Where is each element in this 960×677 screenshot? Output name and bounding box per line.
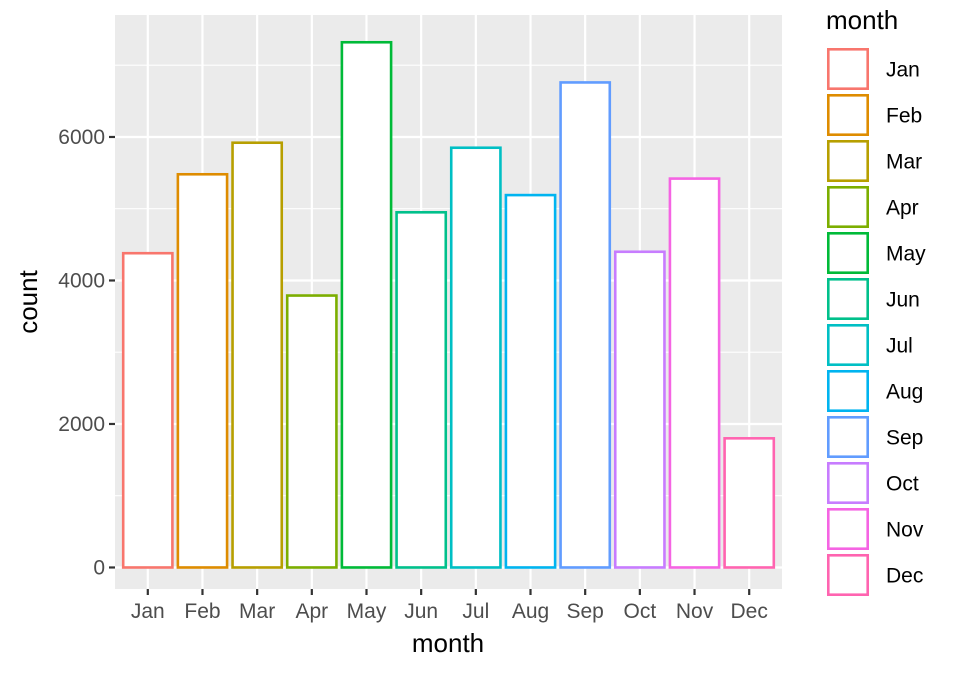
y-tick-label: 2000 bbox=[58, 413, 105, 436]
y-axis-title: count bbox=[13, 269, 43, 333]
legend-label: Apr bbox=[886, 197, 919, 220]
bar-apr bbox=[285, 294, 338, 569]
legend-key-swatch bbox=[826, 369, 869, 412]
bar-feb bbox=[176, 172, 229, 569]
bars bbox=[121, 40, 776, 569]
legend-label: May bbox=[886, 243, 926, 266]
legend-title: month bbox=[826, 5, 898, 35]
x-tick-label: Feb bbox=[184, 600, 220, 623]
legend: month Jan Feb Mar Apr May Jun Jul Aug Sep Oct Nov D… bbox=[826, 5, 926, 596]
legend-key-swatch bbox=[826, 232, 869, 275]
legend-item: Aug bbox=[826, 369, 923, 412]
legend-label: Aug bbox=[886, 381, 923, 404]
x-tick-label: Oct bbox=[624, 600, 657, 623]
x-tick-label: Dec bbox=[731, 600, 768, 623]
legend-item: Sep bbox=[826, 415, 923, 458]
y-tick-label: 4000 bbox=[58, 269, 105, 292]
bar-jan bbox=[121, 251, 174, 569]
bar-oct bbox=[613, 250, 666, 569]
legend-item: May bbox=[826, 232, 926, 275]
x-tick-label: Mar bbox=[239, 600, 275, 623]
bar-jul bbox=[449, 146, 502, 569]
legend-label: Sep bbox=[886, 427, 923, 450]
x-tick-label: Jan bbox=[131, 600, 165, 623]
x-tick-label: May bbox=[347, 600, 387, 623]
legend-key-swatch bbox=[826, 277, 869, 320]
legend-item: Nov bbox=[826, 507, 924, 550]
bar-sep bbox=[559, 81, 612, 569]
legend-item: Jun bbox=[826, 277, 920, 320]
bar-aug bbox=[504, 193, 557, 569]
legend-label: Mar bbox=[886, 151, 922, 174]
x-tick-label: Sep bbox=[566, 600, 603, 623]
legend-key-swatch bbox=[826, 553, 869, 596]
legend-label: Feb bbox=[886, 105, 922, 128]
legend-item: Jul bbox=[826, 323, 913, 366]
y-tick-label: 6000 bbox=[58, 126, 105, 149]
y-axis: 0 2000 4000 6000 bbox=[58, 126, 115, 579]
x-tick-label: Aug bbox=[512, 600, 549, 623]
legend-item: Mar bbox=[826, 140, 922, 183]
x-axis: Jan Feb Mar Apr May Jun Jul Aug Sep Oct Nov Dec bbox=[131, 589, 768, 623]
legend-label: Jan bbox=[886, 59, 920, 82]
legend-item: Jan bbox=[826, 47, 920, 91]
legend-key-swatch bbox=[826, 323, 869, 366]
legend-item: Dec bbox=[826, 553, 923, 596]
legend-key-swatch bbox=[826, 140, 869, 183]
bar-mar bbox=[231, 141, 284, 569]
legend-key-swatch bbox=[826, 461, 869, 504]
bar-nov bbox=[668, 177, 721, 569]
x-tick-label: Jun bbox=[404, 600, 438, 623]
bar-jun bbox=[395, 211, 448, 569]
y-tick-label: 0 bbox=[93, 556, 105, 579]
legend-label: Oct bbox=[886, 473, 919, 496]
x-tick-label: Nov bbox=[676, 600, 714, 623]
legend-key-swatch bbox=[826, 47, 869, 91]
x-axis-title: month bbox=[412, 628, 484, 658]
legend-item: Apr bbox=[826, 186, 919, 229]
legend-key-swatch bbox=[826, 415, 869, 458]
bar-dec bbox=[723, 437, 776, 569]
bar-may bbox=[340, 40, 393, 569]
x-tick-label: Apr bbox=[295, 600, 328, 623]
legend-item: Oct bbox=[826, 461, 919, 504]
legend-label: Nov bbox=[886, 519, 924, 542]
legend-label: Dec bbox=[886, 565, 923, 588]
legend-label: Jul bbox=[886, 335, 913, 358]
legend-key-swatch bbox=[826, 186, 869, 229]
legend-item: Feb bbox=[826, 94, 922, 137]
legend-key-swatch bbox=[826, 94, 869, 137]
legend-key-swatch bbox=[826, 507, 869, 550]
legend-label: Jun bbox=[886, 289, 920, 312]
x-tick-label: Jul bbox=[462, 600, 489, 623]
